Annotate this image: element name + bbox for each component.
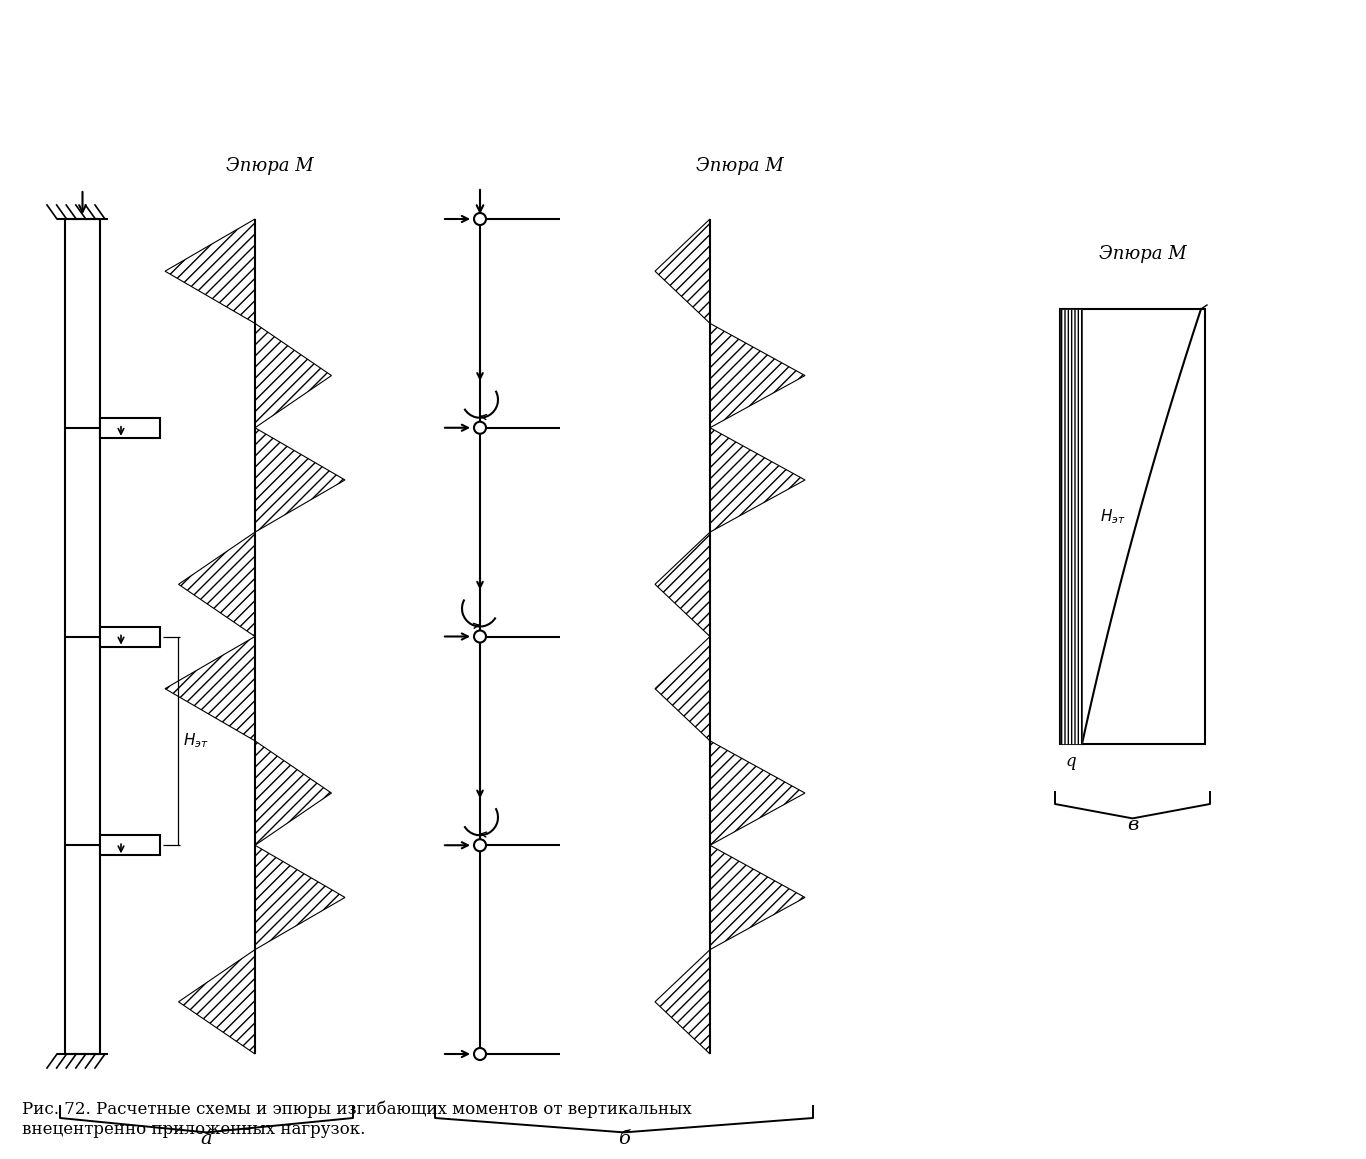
Polygon shape	[710, 428, 805, 532]
Polygon shape	[179, 532, 255, 636]
Text: в: в	[1127, 816, 1138, 834]
Polygon shape	[656, 219, 710, 323]
Polygon shape	[1082, 309, 1201, 744]
Polygon shape	[656, 949, 710, 1054]
Bar	[100, 836, 160, 855]
Polygon shape	[165, 219, 255, 323]
Bar	[100, 417, 160, 438]
Text: а: а	[201, 1130, 212, 1149]
Polygon shape	[710, 323, 805, 428]
Bar	[100, 627, 160, 647]
Text: Эпюра М: Эпюра М	[697, 156, 784, 175]
Circle shape	[474, 630, 486, 642]
Bar	[1060, 309, 1082, 744]
Text: $H_{эт}$: $H_{эт}$	[183, 731, 209, 750]
Polygon shape	[255, 741, 332, 845]
Polygon shape	[255, 428, 346, 532]
Polygon shape	[710, 845, 805, 949]
Bar	[1060, 309, 1205, 744]
Polygon shape	[656, 532, 710, 636]
Polygon shape	[255, 845, 346, 949]
Polygon shape	[179, 949, 255, 1054]
Text: Рис. 72. Расчетные схемы и эпюры изгибающих моментов от вертикальных
внецентренн: Рис. 72. Расчетные схемы и эпюры изгибаю…	[22, 1101, 691, 1138]
Text: Эпюра М: Эпюра М	[1098, 245, 1186, 263]
Text: Эпюра М: Эпюра М	[227, 156, 314, 175]
Circle shape	[474, 422, 486, 433]
Text: $H_{эт}$: $H_{эт}$	[1100, 508, 1126, 526]
Text: q: q	[1065, 753, 1076, 770]
Polygon shape	[165, 636, 255, 741]
Polygon shape	[710, 741, 805, 845]
Polygon shape	[255, 323, 332, 428]
Circle shape	[474, 1048, 486, 1060]
Text: б: б	[617, 1130, 630, 1149]
Polygon shape	[656, 636, 710, 741]
Circle shape	[474, 213, 486, 225]
Circle shape	[474, 839, 486, 851]
